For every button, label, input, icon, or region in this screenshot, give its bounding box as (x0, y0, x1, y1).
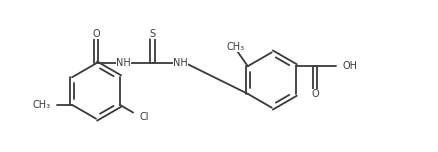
Text: OH: OH (343, 61, 357, 71)
Text: O: O (311, 89, 319, 99)
Text: NH: NH (173, 59, 187, 68)
Text: Cl: Cl (139, 112, 148, 122)
Text: CH₃: CH₃ (32, 100, 50, 110)
Text: O: O (92, 29, 100, 39)
Text: NH: NH (116, 59, 131, 68)
Text: CH₃: CH₃ (226, 42, 244, 52)
Text: S: S (149, 29, 155, 39)
